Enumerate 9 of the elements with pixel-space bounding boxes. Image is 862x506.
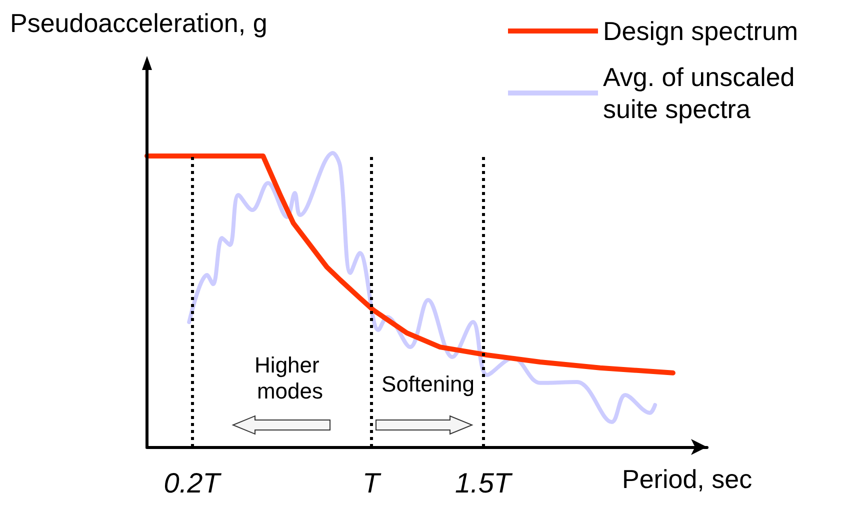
y-axis-title: Pseudoacceleration, g [10,8,268,38]
annotation: Higher modes [254,352,326,404]
x-tick-label: 0.2T [164,468,222,498]
x-tick-label: T [362,468,382,498]
x-axis-title: Period, sec [622,464,752,494]
x-tick-label: 1.5T [454,468,513,498]
legend-label: Avg. of unscaled suite spectra [603,62,802,124]
legend-label: Design spectrum [603,16,798,46]
annotation: Softening [382,372,474,396]
